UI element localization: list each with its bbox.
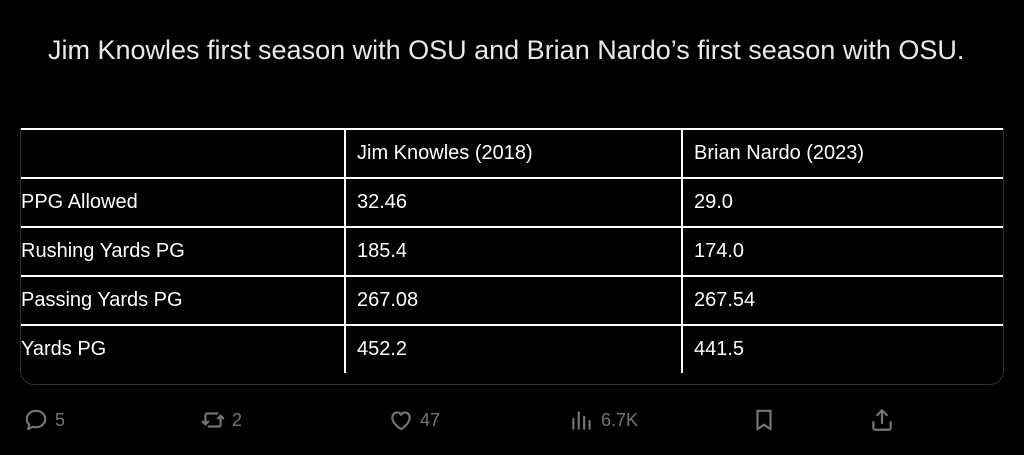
table-row: PPG Allowed 32.46 29.0 bbox=[21, 177, 1003, 228]
stats-table: Jim Knowles (2018) Brian Nardo (2023) PP… bbox=[21, 128, 1003, 373]
views-count: 6.7K bbox=[601, 409, 639, 430]
table-row: Yards PG 452.2 441.5 bbox=[21, 324, 1003, 373]
knowles-value: 452.2 bbox=[344, 324, 682, 373]
views-icon bbox=[572, 411, 591, 430]
reply-count: 5 bbox=[55, 409, 66, 430]
nardo-value: 29.0 bbox=[681, 177, 1003, 228]
knowles-value: 32.46 bbox=[344, 177, 682, 228]
share-button[interactable] bbox=[869, 400, 895, 440]
table-header-nardo: Brian Nardo (2023) bbox=[681, 128, 1003, 179]
nardo-value: 441.5 bbox=[681, 324, 1003, 373]
like-button[interactable]: 47 bbox=[388, 400, 440, 440]
bookmark-icon bbox=[756, 409, 772, 431]
heart-icon bbox=[391, 411, 411, 431]
share-icon bbox=[872, 409, 892, 431]
nardo-value: 267.54 bbox=[681, 275, 1003, 326]
row-label: Passing Yards PG bbox=[21, 275, 345, 326]
bookmark-button[interactable] bbox=[751, 400, 777, 440]
table-header-knowles: Jim Knowles (2018) bbox=[344, 128, 682, 179]
nardo-value: 174.0 bbox=[681, 226, 1003, 277]
row-label: PPG Allowed bbox=[21, 177, 345, 228]
views-button[interactable]: 6.7K bbox=[569, 400, 638, 440]
retweet-icon bbox=[201, 412, 225, 428]
retweet-count: 2 bbox=[232, 409, 243, 430]
row-label: Rushing Yards PG bbox=[21, 226, 345, 277]
reply-icon bbox=[25, 409, 47, 431]
media-table-image[interactable]: Jim Knowles (2018) Brian Nardo (2023) PP… bbox=[20, 128, 1004, 385]
retweet-button[interactable]: 2 bbox=[200, 400, 242, 440]
knowles-value: 267.08 bbox=[344, 275, 682, 326]
table-row: Rushing Yards PG 185.4 174.0 bbox=[21, 226, 1003, 277]
like-count: 47 bbox=[420, 409, 441, 430]
reply-button[interactable]: 5 bbox=[23, 400, 65, 440]
tweet-text: Jim Knowles first season with OSU and Br… bbox=[48, 35, 965, 65]
tweet-action-bar: 5 2 47 6.7K bbox=[20, 400, 1002, 440]
table-header-row: Jim Knowles (2018) Brian Nardo (2023) bbox=[21, 128, 1003, 179]
table-row: Passing Yards PG 267.08 267.54 bbox=[21, 275, 1003, 326]
row-label: Yards PG bbox=[21, 324, 345, 373]
table-header-corner bbox=[21, 128, 345, 179]
knowles-value: 185.4 bbox=[344, 226, 682, 277]
